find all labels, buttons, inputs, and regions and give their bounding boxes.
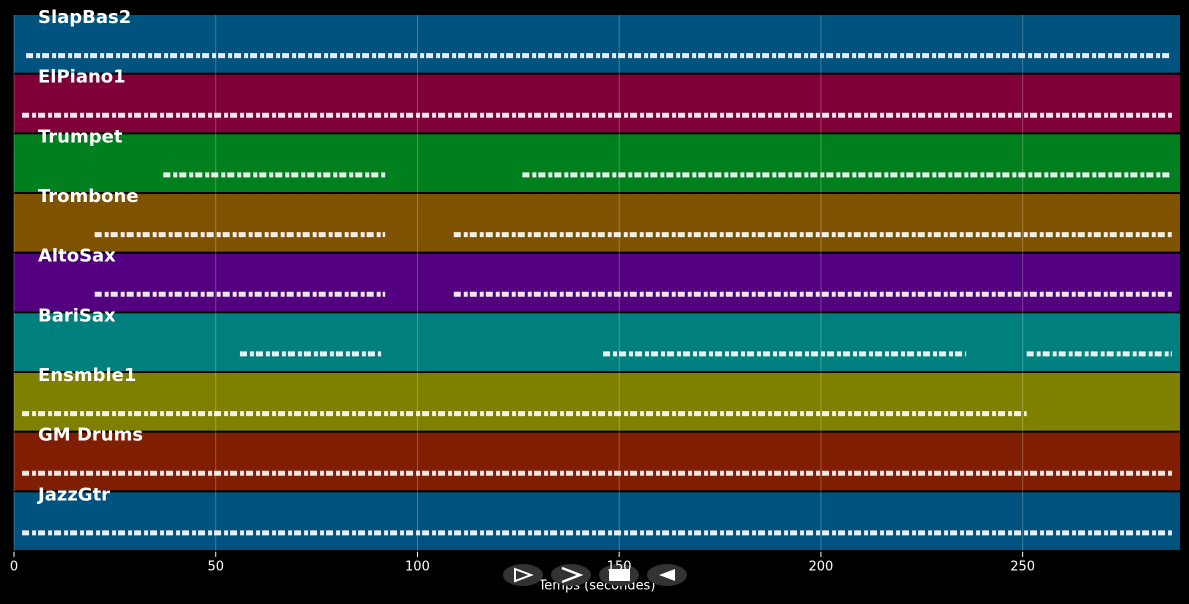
x-tick-label: 250 [1010,560,1035,575]
toolbar [503,564,687,586]
track-name: Ensmble1 [38,365,136,386]
x-tick-label: 50 [207,560,224,575]
track-band [14,313,1180,371]
x-tick-label: 150 [607,560,632,575]
track-band [14,194,1180,252]
track-name: Trombone [38,186,139,207]
track-name: BariSax [38,305,116,326]
x-tick-label: 0 [10,560,18,575]
track-name: GM Drums [38,425,143,446]
forward-icon [561,566,584,584]
track-name: SlapBas2 [38,7,131,28]
track-band [14,373,1180,431]
stop-icon [609,569,630,581]
play-button[interactable] [503,564,543,586]
track-band [14,74,1180,133]
track-band [14,492,1180,550]
track-band [14,134,1180,192]
track-name: ElPiano1 [38,67,126,88]
x-tick-label: 100 [405,560,430,575]
play-icon [514,567,534,583]
track-band [14,432,1180,491]
back-icon [659,569,675,581]
track-name: JazzGtr [36,484,110,505]
track-name: AltoSax [38,246,116,267]
x-tick-label: 200 [809,560,834,575]
track-band [14,15,1180,73]
forward-button[interactable] [551,564,591,586]
track-band [14,253,1180,312]
track-name: Trumpet [38,126,123,147]
